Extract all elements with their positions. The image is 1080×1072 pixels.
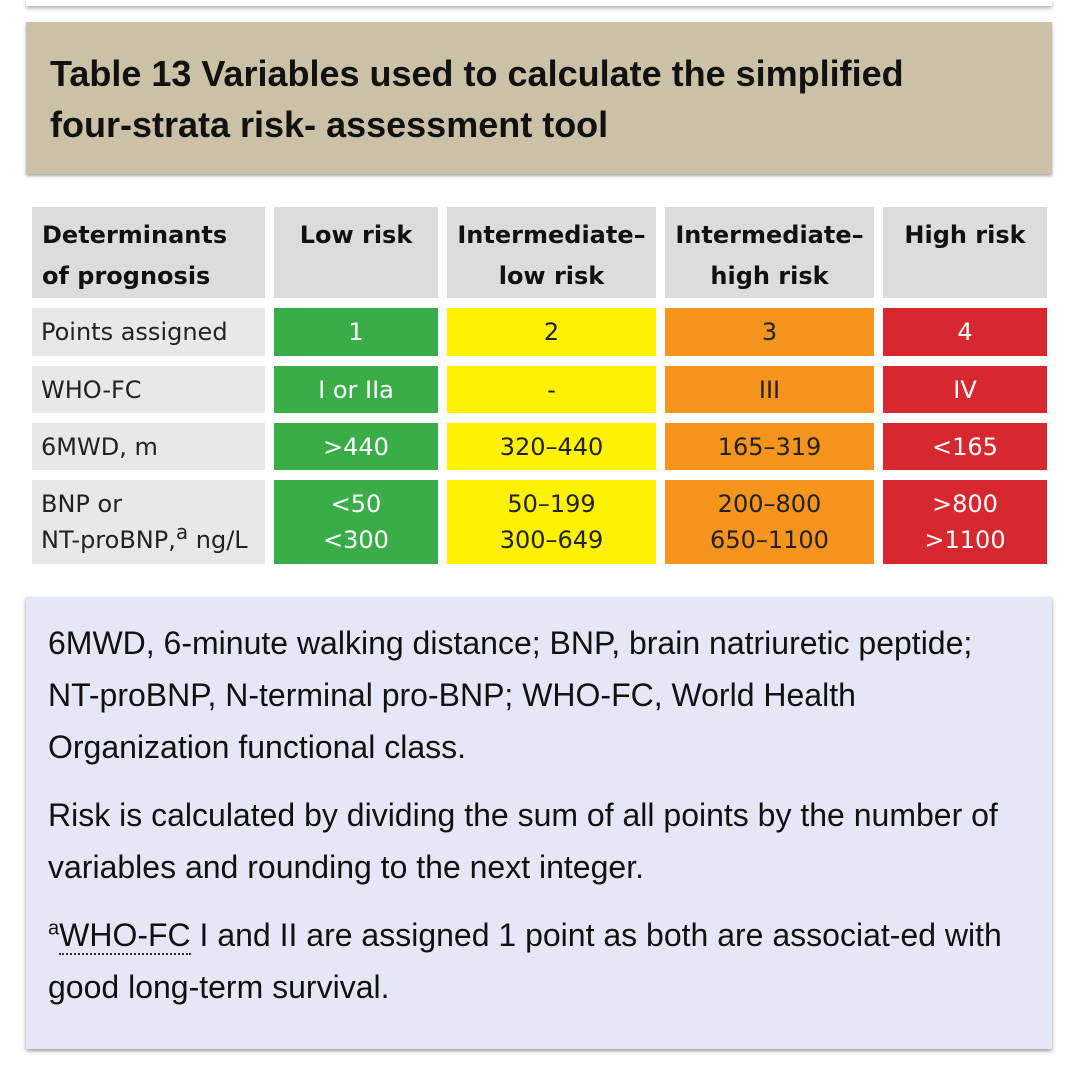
table-title-line-2: four-strata risk- assessment tool — [50, 104, 609, 145]
cell-whofc-high: IV — [883, 366, 1047, 413]
cell-6mwd-int-high-text: 165–319 — [717, 432, 822, 461]
row-label-bnp-line-1: BNP or — [41, 490, 123, 518]
cell-6mwd-int-high: 165–319 — [665, 423, 874, 470]
footnote-marker-a: a — [175, 520, 189, 544]
table-notes: 6MWD, 6-minute walking distance; BNP, br… — [26, 597, 1052, 1049]
cell-bnp-int-high-line-2: 650–1100 — [710, 526, 829, 554]
cell-6mwd-int-low-text: 320–440 — [499, 432, 604, 461]
cell-whofc-int-low-text: - — [547, 375, 556, 404]
cell-whofc-int-high: III — [665, 366, 874, 413]
header-high-risk-label: High risk — [904, 221, 1026, 249]
cell-bnp-low: <50 <300 — [274, 480, 438, 564]
cell-bnp-high-line-1: >800 — [932, 490, 998, 518]
row-label-points: Points assigned — [32, 308, 265, 356]
row-label-bnp-line-2: NT-proBNP, — [41, 526, 176, 554]
header-int-high-line-1: Intermediate– — [675, 221, 864, 249]
notes-footnote: aWHO-FC I and II are assigned 1 point as… — [48, 909, 1030, 1013]
header-determinants-line-1: Determinants — [42, 221, 228, 249]
cell-points-low-text: 1 — [348, 318, 364, 346]
header-determinants-line-2: of prognosis — [42, 262, 211, 290]
header-int-low-line-2: low risk — [498, 262, 605, 290]
table-title: Table 13 Variables used to calculate the… — [50, 48, 1028, 150]
header-intermediate-high-risk: Intermediate– high risk — [665, 207, 874, 298]
cell-whofc-int-high-text: III — [758, 375, 781, 404]
cell-whofc-high-text: IV — [953, 375, 977, 404]
cell-whofc-low-text: I or IIa — [318, 375, 394, 404]
cell-whofc-low: I or IIa — [274, 366, 438, 413]
table-title-line-1: Table 13 Variables used to calculate the… — [50, 53, 904, 94]
row-label-6mwd: 6MWD, m — [32, 423, 265, 470]
cell-bnp-int-high-line-1: 200–800 — [717, 490, 822, 518]
row-label-bnp-unit: ng/L — [188, 526, 248, 554]
row-label-points-text: Points assigned — [41, 318, 228, 346]
cell-6mwd-low: >440 — [274, 423, 438, 470]
cell-points-high: 4 — [883, 308, 1047, 356]
header-int-high-line-2: high risk — [710, 262, 829, 290]
cell-bnp-high-line-2: >1100 — [924, 526, 1006, 554]
cell-bnp-int-low-line-2: 300–649 — [499, 526, 604, 554]
cell-points-int-high-text: 3 — [761, 318, 778, 346]
row-label-bnp: BNP or NT-proBNP,a ng/L — [32, 480, 265, 564]
cell-6mwd-int-low: 320–440 — [447, 423, 656, 470]
row-label-whofc-text: WHO-FC — [41, 375, 142, 404]
cell-points-int-low-text: 2 — [543, 318, 560, 346]
row-label-whofc: WHO-FC — [32, 366, 265, 413]
header-low-risk: Low risk — [274, 207, 438, 298]
previous-card-edge — [26, 0, 1052, 6]
cell-bnp-int-low: 50–199 300–649 — [447, 480, 656, 564]
cell-bnp-high: >800 >1100 — [883, 480, 1047, 564]
whofc-glossary-link[interactable]: WHO-FC — [59, 917, 191, 955]
cell-points-int-high: 3 — [665, 308, 874, 356]
cell-bnp-low-line-1: <50 — [330, 490, 382, 518]
cell-6mwd-high: <165 — [883, 423, 1047, 470]
table-title-box: Table 13 Variables used to calculate the… — [26, 22, 1052, 174]
cell-bnp-int-high: 200–800 650–1100 — [665, 480, 874, 564]
cell-6mwd-low-text: >440 — [323, 432, 389, 461]
header-intermediate-low-risk: Intermediate– low risk — [447, 207, 656, 298]
footnote-sup-a: a — [48, 917, 60, 940]
row-label-6mwd-text: 6MWD, m — [41, 432, 158, 461]
cell-whofc-int-low: - — [447, 366, 656, 413]
header-determinants: Determinants of prognosis — [32, 207, 265, 298]
cell-6mwd-high-text: <165 — [932, 432, 998, 461]
notes-abbreviations: 6MWD, 6-minute walking distance; BNP, br… — [48, 625, 973, 765]
cell-bnp-int-low-line-1: 50–199 — [507, 490, 596, 518]
footnote-text: I and II are assigned 1 point as both ar… — [48, 917, 1002, 1005]
cell-points-low: 1 — [274, 308, 438, 356]
header-low-risk-label: Low risk — [299, 221, 413, 249]
cell-bnp-low-line-2: <300 — [323, 526, 389, 554]
cell-points-high-text: 4 — [957, 318, 973, 346]
header-high-risk: High risk — [883, 207, 1047, 298]
cell-points-int-low: 2 — [447, 308, 656, 356]
header-int-low-line-1: Intermediate– — [457, 221, 646, 249]
notes-risk-calculation: Risk is calculated by dividing the sum o… — [48, 797, 998, 885]
